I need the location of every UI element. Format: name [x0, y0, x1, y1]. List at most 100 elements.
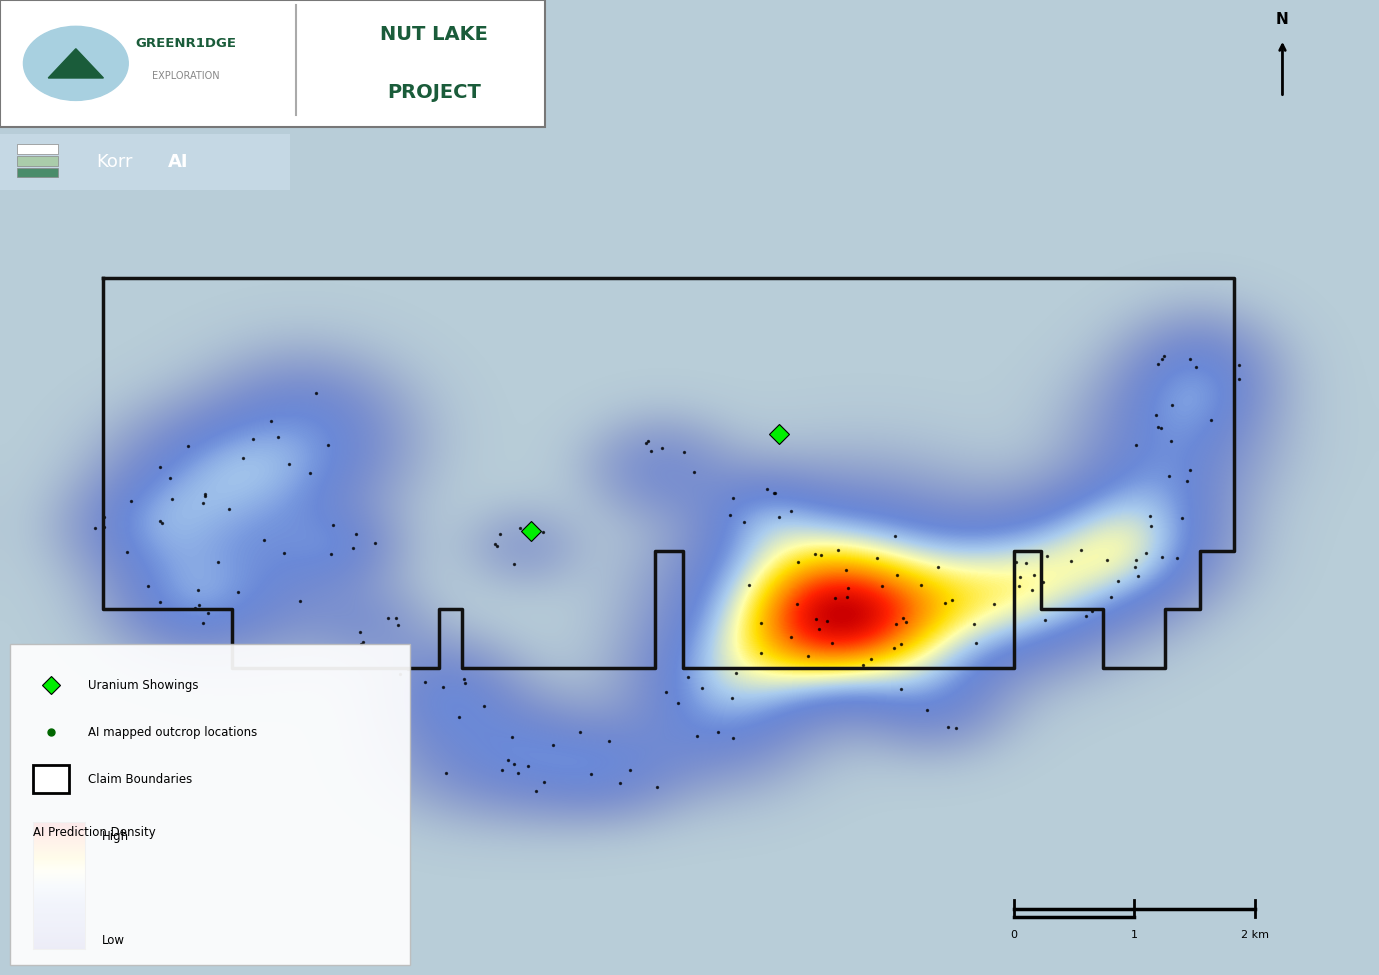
Point [779, 629, 801, 644]
Point [750, 644, 772, 660]
Text: Korr: Korr [97, 153, 132, 171]
Point [884, 528, 906, 544]
Point [822, 635, 844, 650]
Point [507, 765, 530, 781]
Point [655, 684, 677, 700]
Point [1033, 612, 1055, 628]
Point [1185, 359, 1207, 374]
Point [610, 775, 632, 791]
Point [965, 635, 987, 650]
Point [298, 465, 320, 481]
Point [317, 438, 339, 453]
Text: AI Prediction Density: AI Prediction Density [33, 826, 156, 839]
Point [651, 440, 673, 455]
Point [683, 465, 705, 481]
Point [149, 514, 171, 529]
Point [1023, 567, 1045, 583]
Point [1096, 552, 1118, 567]
Point [389, 666, 411, 682]
Point [94, 509, 116, 525]
Point [1008, 569, 1030, 585]
Text: 2 km: 2 km [1241, 930, 1269, 940]
Point [640, 443, 662, 458]
Point [320, 546, 342, 562]
Point [188, 598, 210, 613]
Point [836, 590, 858, 605]
Point [345, 526, 367, 542]
Point [938, 720, 960, 735]
Point [1127, 567, 1149, 583]
Point [764, 485, 786, 500]
Point [288, 594, 310, 609]
FancyBboxPatch shape [0, 134, 290, 190]
Point [120, 493, 142, 509]
Point [723, 490, 745, 506]
Point [1227, 371, 1249, 387]
Point [192, 615, 214, 631]
Point [827, 543, 849, 559]
Bar [33, 765, 69, 793]
Point [252, 531, 274, 547]
Point [197, 605, 219, 621]
Point [786, 596, 808, 611]
Point [707, 724, 729, 740]
Point [797, 648, 819, 664]
Point [889, 636, 912, 651]
Point [756, 482, 778, 497]
Point [1124, 559, 1146, 574]
Point [1150, 420, 1172, 436]
Point [1179, 352, 1201, 368]
Text: AI: AI [168, 153, 189, 171]
Point [718, 508, 741, 524]
Point [454, 675, 476, 690]
FancyBboxPatch shape [17, 168, 58, 177]
Point [376, 609, 399, 625]
Point [524, 783, 546, 799]
Point [194, 486, 217, 501]
Point [834, 562, 856, 577]
Point [884, 616, 906, 632]
Point [1179, 462, 1201, 478]
Point [750, 615, 772, 631]
Point [261, 413, 283, 429]
Point [579, 766, 601, 782]
Point [484, 536, 506, 552]
Point [149, 594, 171, 609]
Text: NUT LAKE: NUT LAKE [381, 24, 488, 44]
Point [1015, 556, 1037, 571]
Point [490, 526, 512, 541]
Point [84, 521, 106, 536]
Point [177, 438, 199, 453]
Point [542, 737, 564, 753]
Point [503, 757, 525, 772]
Point [534, 774, 556, 790]
Text: EXPLORATION: EXPLORATION [152, 71, 221, 81]
Point [889, 682, 912, 697]
Point [667, 695, 690, 711]
Point [934, 595, 956, 610]
Point [448, 709, 470, 724]
Point [1171, 510, 1193, 526]
Point [1125, 552, 1147, 567]
Text: Low: Low [102, 934, 125, 948]
Point [485, 538, 507, 554]
Point [364, 534, 386, 550]
Point [207, 555, 229, 570]
Point [1022, 583, 1044, 599]
Text: N: N [1276, 13, 1289, 27]
Point [243, 432, 265, 448]
FancyBboxPatch shape [17, 144, 58, 154]
Point [192, 495, 214, 511]
Point [816, 613, 838, 629]
Text: 0: 0 [1009, 930, 1018, 940]
Polygon shape [48, 49, 103, 78]
Point [268, 429, 290, 445]
Point [825, 590, 847, 605]
Point [1070, 543, 1092, 559]
Point [734, 514, 756, 529]
Point [432, 680, 454, 695]
Point [885, 567, 907, 583]
Point [1125, 437, 1147, 452]
Point [687, 728, 709, 744]
Point [503, 556, 525, 571]
